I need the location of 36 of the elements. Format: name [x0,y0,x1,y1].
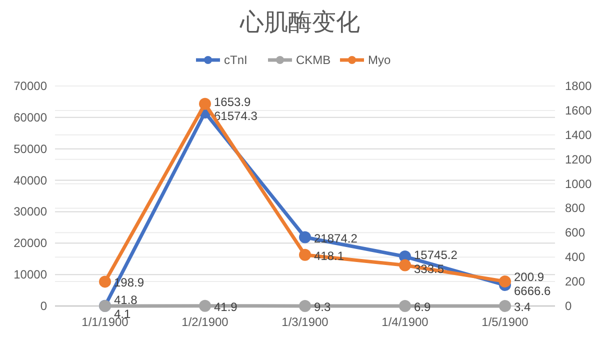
y2-tick-label: 600 [565,226,586,240]
x-tick-label: 1/3/1900 [282,315,329,329]
data-label: 15745.2 [414,248,458,262]
data-label: 9.3 [314,300,332,314]
data-label: 61574.3 [214,109,258,124]
y-tick-label: 70000 [14,79,48,93]
data-label: 6666.6 [514,284,552,298]
legend-label: CKMB [296,53,331,67]
y-tick-label: 10000 [14,268,48,282]
data-label: 3.4 [514,300,532,314]
legend-label: Myo [368,53,391,67]
y-tick-label: 60000 [14,110,48,124]
legend-label: cTnI [224,53,248,67]
y-tick-label: 30000 [14,204,48,219]
y2-tick-label: 1200 [565,152,592,166]
y-tick-label: 20000 [14,236,48,250]
y2-tick-label: 400 [565,250,586,264]
y-tick-label: 40000 [14,173,48,188]
y-tick-label: 0 [40,299,48,313]
y2-tick-label: 1400 [565,128,592,142]
x-tick-label: 1/5/1900 [482,315,529,329]
y2-tick-label: 200 [565,274,586,289]
chart-title: 心肌酶变化 [239,9,360,36]
data-label: 6.9 [414,300,432,314]
y2-tick-label: 0 [565,299,572,313]
y2-tick-label: 1000 [565,176,592,191]
y2-tick-label: 1600 [565,103,592,118]
x-tick-label: 1/4/1900 [382,315,429,329]
data-label: 21874.2 [314,231,358,246]
x-tick-label: 1/2/1900 [182,315,229,329]
y-tick-label: 50000 [14,142,48,156]
data-label: 200.9 [514,270,544,284]
y2-tick-label: 800 [565,201,586,216]
data-label: 1653.9 [214,95,252,110]
y2-tick-label: 1800 [565,79,592,93]
data-label: 41.8 [114,292,138,307]
